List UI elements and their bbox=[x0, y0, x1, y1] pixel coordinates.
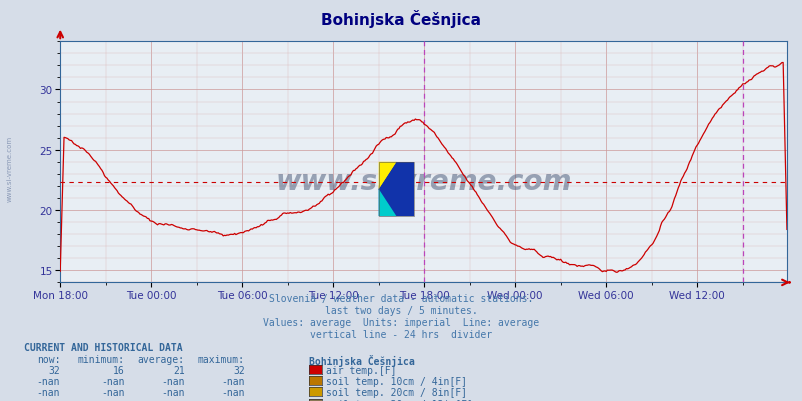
Text: 16: 16 bbox=[112, 365, 124, 375]
Text: Slovenia / weather data - automatic stations.: Slovenia / weather data - automatic stat… bbox=[269, 294, 533, 304]
Text: -nan: -nan bbox=[37, 387, 60, 397]
Text: Bohinjska Češnjica: Bohinjska Češnjica bbox=[309, 354, 415, 366]
Text: -nan: -nan bbox=[37, 376, 60, 386]
Polygon shape bbox=[379, 189, 396, 217]
Text: -nan: -nan bbox=[101, 387, 124, 397]
Text: now:: now: bbox=[37, 354, 60, 364]
Text: -nan: -nan bbox=[221, 399, 245, 401]
Text: 21: 21 bbox=[172, 365, 184, 375]
Text: CURRENT AND HISTORICAL DATA: CURRENT AND HISTORICAL DATA bbox=[24, 342, 183, 352]
Text: vertical line - 24 hrs  divider: vertical line - 24 hrs divider bbox=[310, 330, 492, 340]
Text: Bohinjska Češnjica: Bohinjska Češnjica bbox=[321, 10, 481, 28]
Text: -nan: -nan bbox=[221, 387, 245, 397]
Text: air temp.[F]: air temp.[F] bbox=[326, 365, 396, 375]
Bar bbox=[379, 162, 396, 189]
Text: -nan: -nan bbox=[101, 376, 124, 386]
Bar bbox=[379, 189, 396, 217]
Text: 32: 32 bbox=[233, 365, 245, 375]
Text: www.si-vreme.com: www.si-vreme.com bbox=[275, 168, 571, 196]
Text: -nan: -nan bbox=[161, 387, 184, 397]
Text: maximum:: maximum: bbox=[197, 354, 245, 364]
Text: -nan: -nan bbox=[101, 399, 124, 401]
Text: soil temp. 20cm / 8in[F]: soil temp. 20cm / 8in[F] bbox=[326, 387, 467, 397]
Text: minimum:: minimum: bbox=[77, 354, 124, 364]
Bar bbox=[396, 162, 414, 217]
Text: average:: average: bbox=[137, 354, 184, 364]
Polygon shape bbox=[379, 162, 396, 217]
Text: -nan: -nan bbox=[221, 376, 245, 386]
Text: last two days / 5 minutes.: last two days / 5 minutes. bbox=[325, 306, 477, 316]
Text: -nan: -nan bbox=[161, 376, 184, 386]
Text: soil temp. 30cm / 12in[F]: soil temp. 30cm / 12in[F] bbox=[326, 399, 472, 401]
Text: soil temp. 10cm / 4in[F]: soil temp. 10cm / 4in[F] bbox=[326, 376, 467, 386]
Text: www.si-vreme.com: www.si-vreme.com bbox=[6, 136, 13, 201]
Text: -nan: -nan bbox=[161, 399, 184, 401]
Text: 32: 32 bbox=[48, 365, 60, 375]
Text: -nan: -nan bbox=[37, 399, 60, 401]
Polygon shape bbox=[379, 162, 396, 189]
Text: Values: average  Units: imperial  Line: average: Values: average Units: imperial Line: av… bbox=[263, 318, 539, 328]
Bar bbox=[379, 162, 414, 217]
